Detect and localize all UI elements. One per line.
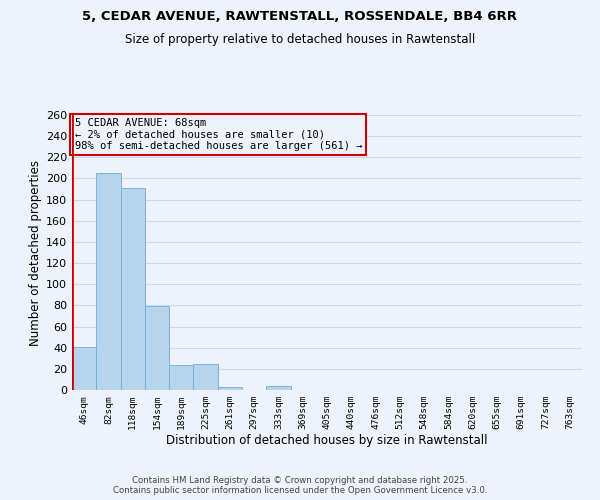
X-axis label: Distribution of detached houses by size in Rawtenstall: Distribution of detached houses by size … <box>166 434 488 446</box>
Y-axis label: Number of detached properties: Number of detached properties <box>29 160 42 346</box>
Bar <box>145 306 169 390</box>
Bar <box>266 386 290 390</box>
Bar <box>72 346 96 390</box>
Text: Size of property relative to detached houses in Rawtenstall: Size of property relative to detached ho… <box>125 32 475 46</box>
Text: 5, CEDAR AVENUE, RAWTENSTALL, ROSSENDALE, BB4 6RR: 5, CEDAR AVENUE, RAWTENSTALL, ROSSENDALE… <box>83 10 517 23</box>
Bar <box>96 173 121 390</box>
Text: 5 CEDAR AVENUE: 68sqm
← 2% of detached houses are smaller (10)
98% of semi-detac: 5 CEDAR AVENUE: 68sqm ← 2% of detached h… <box>74 118 362 151</box>
Text: Contains HM Land Registry data © Crown copyright and database right 2025.
Contai: Contains HM Land Registry data © Crown c… <box>113 476 487 495</box>
Bar <box>218 387 242 390</box>
Bar <box>121 188 145 390</box>
Bar <box>169 364 193 390</box>
Bar <box>193 364 218 390</box>
